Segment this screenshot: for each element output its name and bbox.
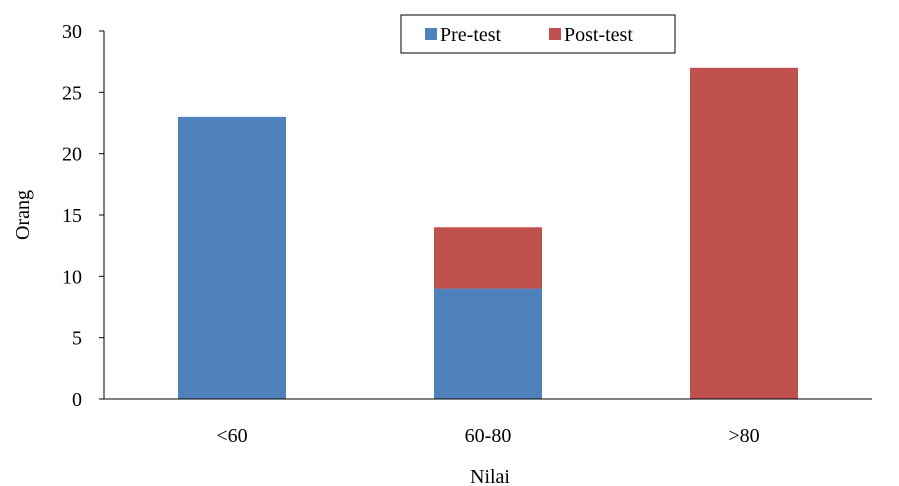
legend-label: Post-test — [564, 24, 633, 46]
y-tick-label: 5 — [72, 328, 82, 350]
y-tick-label: 15 — [62, 205, 82, 227]
y-axis-ticks: 0 5 10 15 20 25 30 — [62, 21, 104, 411]
y-tick-label: 0 — [72, 389, 82, 411]
x-tick-label: 60-80 — [465, 425, 512, 447]
y-tick-label: 20 — [62, 144, 82, 166]
legend-label: Pre-test — [440, 24, 502, 46]
legend-box — [400, 14, 676, 54]
legend: Pre-test Post-test — [400, 14, 676, 54]
bar-post-test-2 — [690, 67, 798, 400]
x-tick-label: >80 — [728, 425, 759, 447]
x-axis-ticks: <60 60-80 >80 — [216, 425, 759, 447]
y-tick-label: 30 — [62, 21, 82, 43]
y-axis-title: Orang — [12, 190, 34, 240]
bar-post-test-1 — [434, 227, 542, 289]
bars — [178, 67, 798, 400]
x-axis-title: Nilai — [470, 466, 510, 486]
bar-pre-test-1 — [434, 288, 542, 399]
bar-pre-test-0 — [178, 116, 286, 399]
legend-swatch-1 — [549, 28, 561, 40]
legend-swatch-0 — [425, 28, 437, 40]
x-tick-label: <60 — [216, 425, 247, 447]
y-tick-label: 25 — [62, 82, 82, 104]
y-tick-label: 10 — [62, 266, 82, 288]
